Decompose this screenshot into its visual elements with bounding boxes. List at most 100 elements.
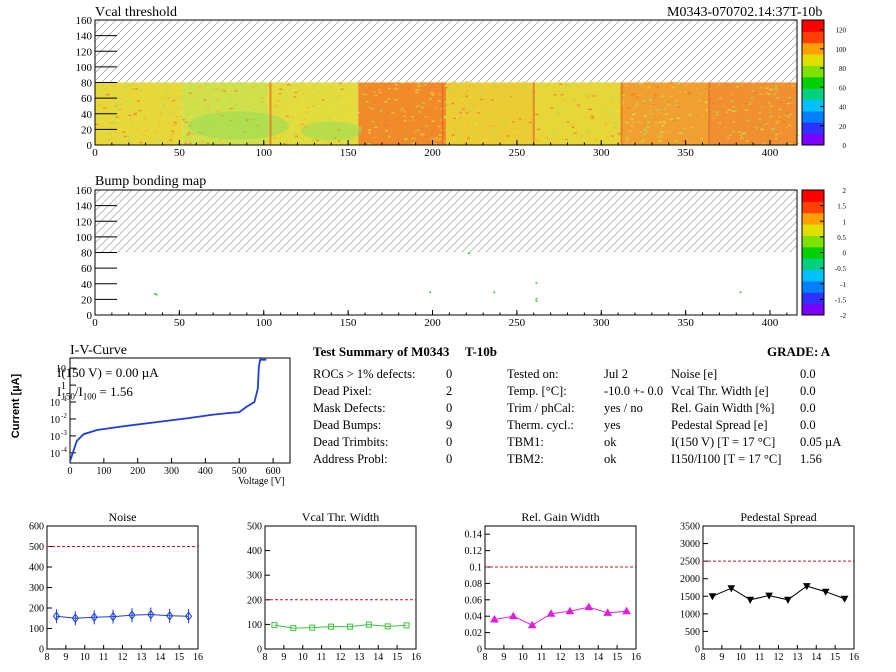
colorbar-tick-label: 120 xyxy=(836,27,847,35)
heat-speckle xyxy=(239,99,243,101)
heat-speckle xyxy=(616,110,620,113)
heat-speckle xyxy=(261,97,265,99)
y-tick-label: 40 xyxy=(81,279,93,291)
heat-speckle xyxy=(695,87,699,89)
heat-speckle xyxy=(150,88,154,91)
heat-speckle xyxy=(111,91,115,94)
heat-speckle xyxy=(558,97,562,100)
x-tick-label: 100 xyxy=(256,147,273,159)
x-tick-label: 9 xyxy=(63,652,68,663)
summary-title-suffix: T-10b xyxy=(465,344,498,359)
iv-y-tick-label: 10 xyxy=(50,449,60,460)
heat-speckle xyxy=(212,143,216,145)
heat-speckle xyxy=(220,143,224,145)
heat-speckle xyxy=(218,89,222,91)
heat-speckle xyxy=(535,95,539,97)
heat-speckle xyxy=(703,124,707,127)
heat-speckle xyxy=(186,123,190,125)
heat-speckle xyxy=(163,97,167,100)
y-tick-label: 500 xyxy=(247,522,262,533)
heat-speckle xyxy=(651,97,655,100)
grade: GRADE: A xyxy=(767,344,831,359)
iv-annotation-ratio: I150/I100 = 1.56 xyxy=(57,384,133,402)
heat-speckle xyxy=(120,103,124,106)
heat-speckle xyxy=(203,99,207,101)
heat-speckle xyxy=(789,99,793,101)
heat-speckle xyxy=(445,129,449,132)
heat-speckle xyxy=(181,136,185,138)
y-tick-label: 0 xyxy=(87,140,93,152)
dead-bump xyxy=(155,293,158,296)
y-tick-label: 100 xyxy=(29,624,44,635)
x-tick-label: 350 xyxy=(677,147,694,159)
heat-speckle xyxy=(479,122,483,125)
heat-speckle xyxy=(727,108,731,111)
heat-speckle xyxy=(451,91,455,94)
y-tick-label: 3500 xyxy=(680,522,700,533)
heat-speckle xyxy=(226,139,230,141)
heat-speckle xyxy=(96,117,100,119)
heat-speckle xyxy=(783,114,787,117)
heat-speckle xyxy=(202,101,206,104)
heat-speckle xyxy=(778,108,782,111)
heat-speckle xyxy=(456,116,460,119)
heat-speckle xyxy=(193,107,197,109)
heat-speckle xyxy=(522,104,526,107)
heat-speckle xyxy=(300,93,304,95)
heat-speckle xyxy=(667,104,671,106)
heat-speckle xyxy=(577,106,581,108)
heat-speckle xyxy=(166,97,170,100)
heat-speckle xyxy=(459,116,463,119)
heat-speckle xyxy=(312,83,316,85)
heat-speckle xyxy=(180,95,184,98)
heat-speckle xyxy=(133,113,137,116)
heat-speckle xyxy=(564,138,568,141)
heat-speckle xyxy=(275,104,279,107)
y-tick-label: 0.14 xyxy=(465,530,483,541)
heat-speckle xyxy=(503,119,507,122)
heat-speckle xyxy=(788,142,792,145)
iv-y-tick-exponent: -3 xyxy=(61,429,67,437)
heat-speckle xyxy=(179,98,183,100)
heat-speckle xyxy=(752,128,756,130)
heat-speckle xyxy=(611,113,615,115)
heat-speckle xyxy=(730,100,734,102)
heat-speckle xyxy=(227,88,231,90)
heat-speckle xyxy=(777,115,781,118)
heat-speckle xyxy=(343,110,347,112)
heat-speckle xyxy=(469,125,473,128)
dead-bump xyxy=(535,297,538,300)
summary-label: Mask Defects: xyxy=(313,401,386,415)
y-tick-label: 300 xyxy=(247,571,262,582)
heat-speckle xyxy=(712,102,716,104)
heat-speckle xyxy=(290,85,294,87)
heat-speckle xyxy=(158,106,162,109)
ratio-sub1: 150 xyxy=(61,391,75,402)
heat-speckle xyxy=(705,109,709,111)
heat-speckle xyxy=(329,86,333,89)
heat-speckle xyxy=(131,88,135,90)
heat-speckle xyxy=(533,97,537,99)
heat-speckle xyxy=(306,98,310,100)
heat-speckle xyxy=(639,82,643,85)
heat-speckle xyxy=(422,102,426,104)
heat-speckle xyxy=(526,109,530,112)
heat-speckle xyxy=(442,107,446,109)
colorbar-frame xyxy=(801,19,825,146)
heat-speckle xyxy=(112,121,116,123)
heat-speckle xyxy=(637,121,641,124)
heat-speckle xyxy=(775,122,779,124)
x-tick-label: 12 xyxy=(118,652,128,663)
heat-speckle xyxy=(674,140,678,142)
heat-speckle xyxy=(172,99,176,102)
heat-speckle xyxy=(255,142,259,144)
heat-speckle xyxy=(107,132,111,134)
heat-speckle xyxy=(415,91,419,94)
heat-speckle xyxy=(444,85,448,87)
heat-speckle xyxy=(447,89,451,92)
y-tick-label: 300 xyxy=(29,583,44,594)
heat-speckle xyxy=(411,137,415,140)
heat-speckle xyxy=(173,121,177,124)
heat-speckle xyxy=(425,110,429,112)
heat-speckle xyxy=(158,138,162,141)
